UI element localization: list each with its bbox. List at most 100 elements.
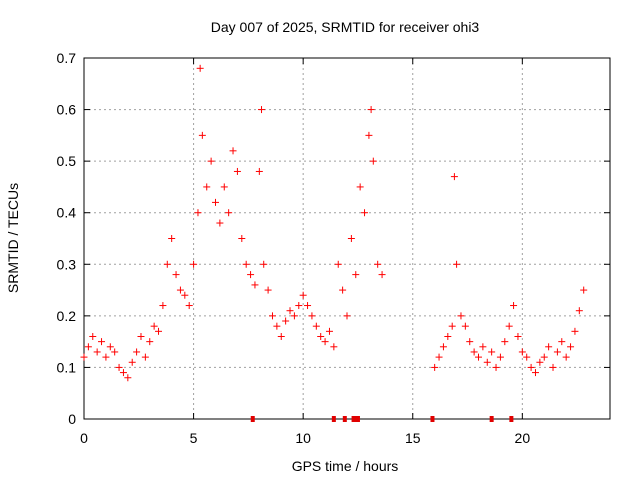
data-point xyxy=(352,271,360,279)
data-point xyxy=(470,348,478,356)
y-tick-label: 0.3 xyxy=(57,256,77,272)
data-point xyxy=(168,235,176,242)
data-point xyxy=(176,286,184,294)
data-point xyxy=(312,322,320,330)
data-point xyxy=(102,353,110,361)
data-point xyxy=(229,147,237,155)
data-point xyxy=(141,353,149,361)
data-point xyxy=(304,302,312,310)
data-point xyxy=(483,358,491,366)
flag-marker xyxy=(355,416,360,422)
y-tick-label: 0.1 xyxy=(57,359,77,375)
data-point xyxy=(523,353,531,361)
data-point xyxy=(444,332,452,340)
data-point xyxy=(282,317,290,325)
flag-marker xyxy=(351,416,356,422)
data-point xyxy=(558,338,566,346)
y-tick-label: 0.4 xyxy=(57,205,77,221)
data-point xyxy=(242,260,250,268)
data-flags xyxy=(250,416,514,422)
data-point xyxy=(334,260,342,268)
data-point xyxy=(475,353,482,361)
y-tick-label: 0 xyxy=(68,411,76,427)
data-point xyxy=(185,302,193,310)
flag-marker xyxy=(250,416,255,422)
data-point xyxy=(203,183,211,191)
data-point xyxy=(89,332,97,340)
data-point xyxy=(277,332,285,340)
y-tick-label: 0.7 xyxy=(57,50,77,66)
y-tick-label: 0.2 xyxy=(57,308,77,324)
data-point xyxy=(553,348,561,356)
data-point xyxy=(212,198,219,206)
data-point xyxy=(439,343,447,351)
data-point xyxy=(575,307,583,315)
data-point xyxy=(264,286,272,294)
data-point xyxy=(492,363,500,371)
data-point xyxy=(207,157,215,165)
flag-marker xyxy=(509,416,514,422)
plot-frame xyxy=(83,57,611,420)
data-point xyxy=(580,286,588,294)
data-point xyxy=(150,322,158,330)
data-point xyxy=(457,312,465,320)
data-point xyxy=(299,291,307,299)
data-point xyxy=(339,286,347,294)
x-tick-label: 10 xyxy=(295,430,311,446)
axis-ticks: 0 0.1 0.2 0.3 0.4 0.5 0.6 0.7 0 5 10 15 20 xyxy=(57,50,610,446)
data-point xyxy=(119,369,127,377)
data-point xyxy=(343,312,351,320)
data-point xyxy=(133,348,141,356)
data-point xyxy=(255,167,263,175)
data-point xyxy=(225,209,233,217)
data-point xyxy=(549,363,557,371)
data-point xyxy=(562,353,570,361)
x-tick-label: 20 xyxy=(515,430,531,446)
x-axis-label: GPS time / hours xyxy=(292,458,399,474)
data-point xyxy=(365,131,373,139)
data-point xyxy=(247,271,255,279)
flag-marker xyxy=(342,416,347,422)
data-point xyxy=(238,235,246,242)
data-point xyxy=(448,322,456,330)
data-point xyxy=(80,353,88,361)
data-point xyxy=(159,302,167,310)
data-point xyxy=(325,327,333,335)
data-point xyxy=(308,312,316,320)
flag-marker xyxy=(430,416,435,422)
data-point xyxy=(356,183,364,191)
data-point xyxy=(378,271,386,279)
data-point xyxy=(181,291,189,299)
x-tick-label: 15 xyxy=(405,430,421,446)
data-point xyxy=(196,64,204,72)
data-point xyxy=(505,322,513,330)
data-point xyxy=(106,343,114,351)
data-point xyxy=(260,260,268,268)
data-point xyxy=(488,348,496,356)
data-point xyxy=(347,235,355,242)
data-point xyxy=(461,322,469,330)
data-point xyxy=(194,209,202,217)
data-point xyxy=(251,281,259,289)
x-tick-label: 0 xyxy=(80,430,88,446)
x-tick-label: 5 xyxy=(190,430,198,446)
data-point xyxy=(453,260,461,268)
chart-title: Day 007 of 2025, SRMTID for receiver ohi… xyxy=(211,19,480,35)
data-point xyxy=(501,338,509,346)
data-point xyxy=(466,338,474,346)
data-point xyxy=(369,157,377,165)
data-point xyxy=(510,302,518,310)
data-point xyxy=(518,348,526,356)
data-point xyxy=(155,327,163,335)
data-point xyxy=(128,358,136,366)
data-point xyxy=(361,209,369,217)
data-point xyxy=(536,358,544,366)
data-point xyxy=(115,363,123,371)
data-point xyxy=(216,219,224,227)
data-point xyxy=(111,348,119,356)
data-point xyxy=(268,312,276,320)
data-point xyxy=(435,353,443,361)
data-point xyxy=(172,271,180,279)
data-point xyxy=(198,131,206,139)
